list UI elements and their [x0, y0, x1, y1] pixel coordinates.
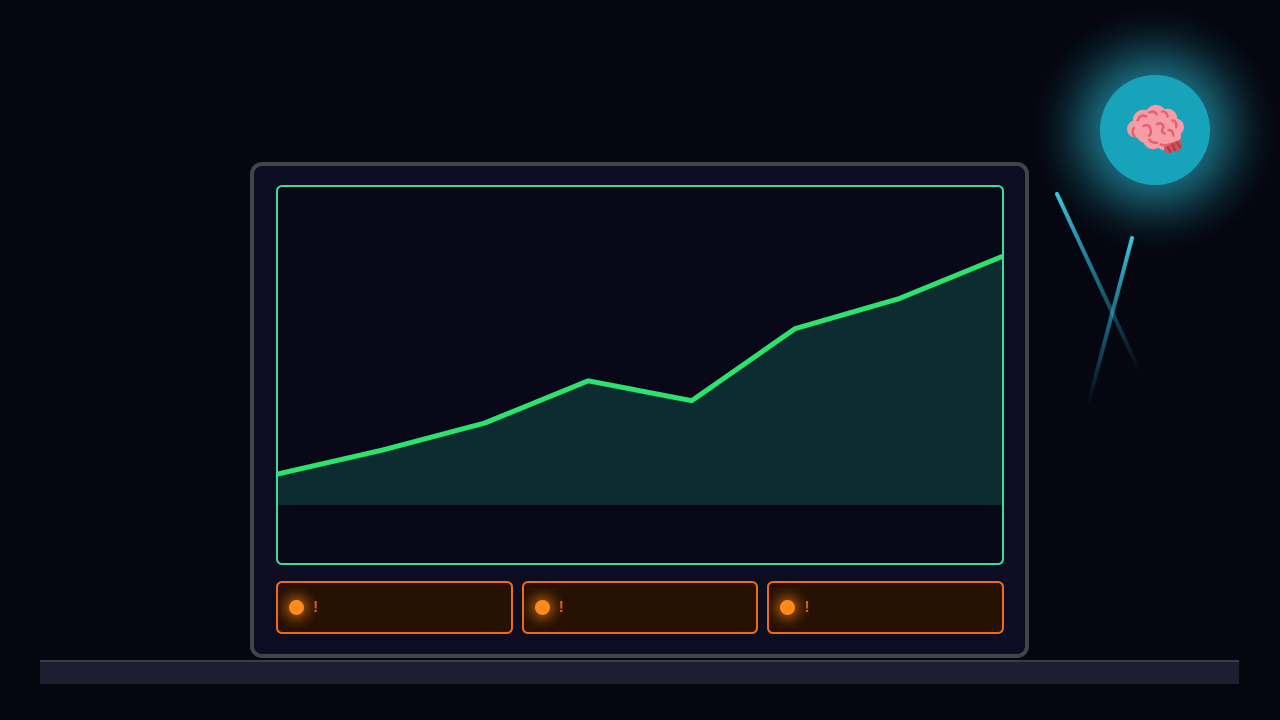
alert-dot-icon [534, 600, 550, 615]
alert-row: ! ! ! [276, 581, 1005, 634]
alert-box[interactable]: ! [521, 581, 759, 634]
alert-label: ! [804, 598, 810, 616]
monitor: ! ! ! [250, 162, 1029, 658]
alert-label: ! [313, 598, 319, 616]
alert-dot-icon [780, 600, 796, 615]
beam-right [1086, 236, 1134, 407]
beam-left [1055, 192, 1142, 374]
alert-box[interactable]: ! [276, 581, 513, 634]
chart-area-fill [278, 256, 1002, 505]
alert-box[interactable]: ! [767, 581, 1005, 634]
alert-dot-icon [289, 600, 304, 615]
desk [40, 660, 1239, 684]
area-chart [278, 254, 1002, 505]
alert-label: ! [558, 598, 564, 616]
brain-icon [1127, 104, 1184, 154]
chart-line [278, 254, 1002, 477]
chart-panel [276, 185, 1004, 565]
ai-orb [1100, 75, 1210, 185]
